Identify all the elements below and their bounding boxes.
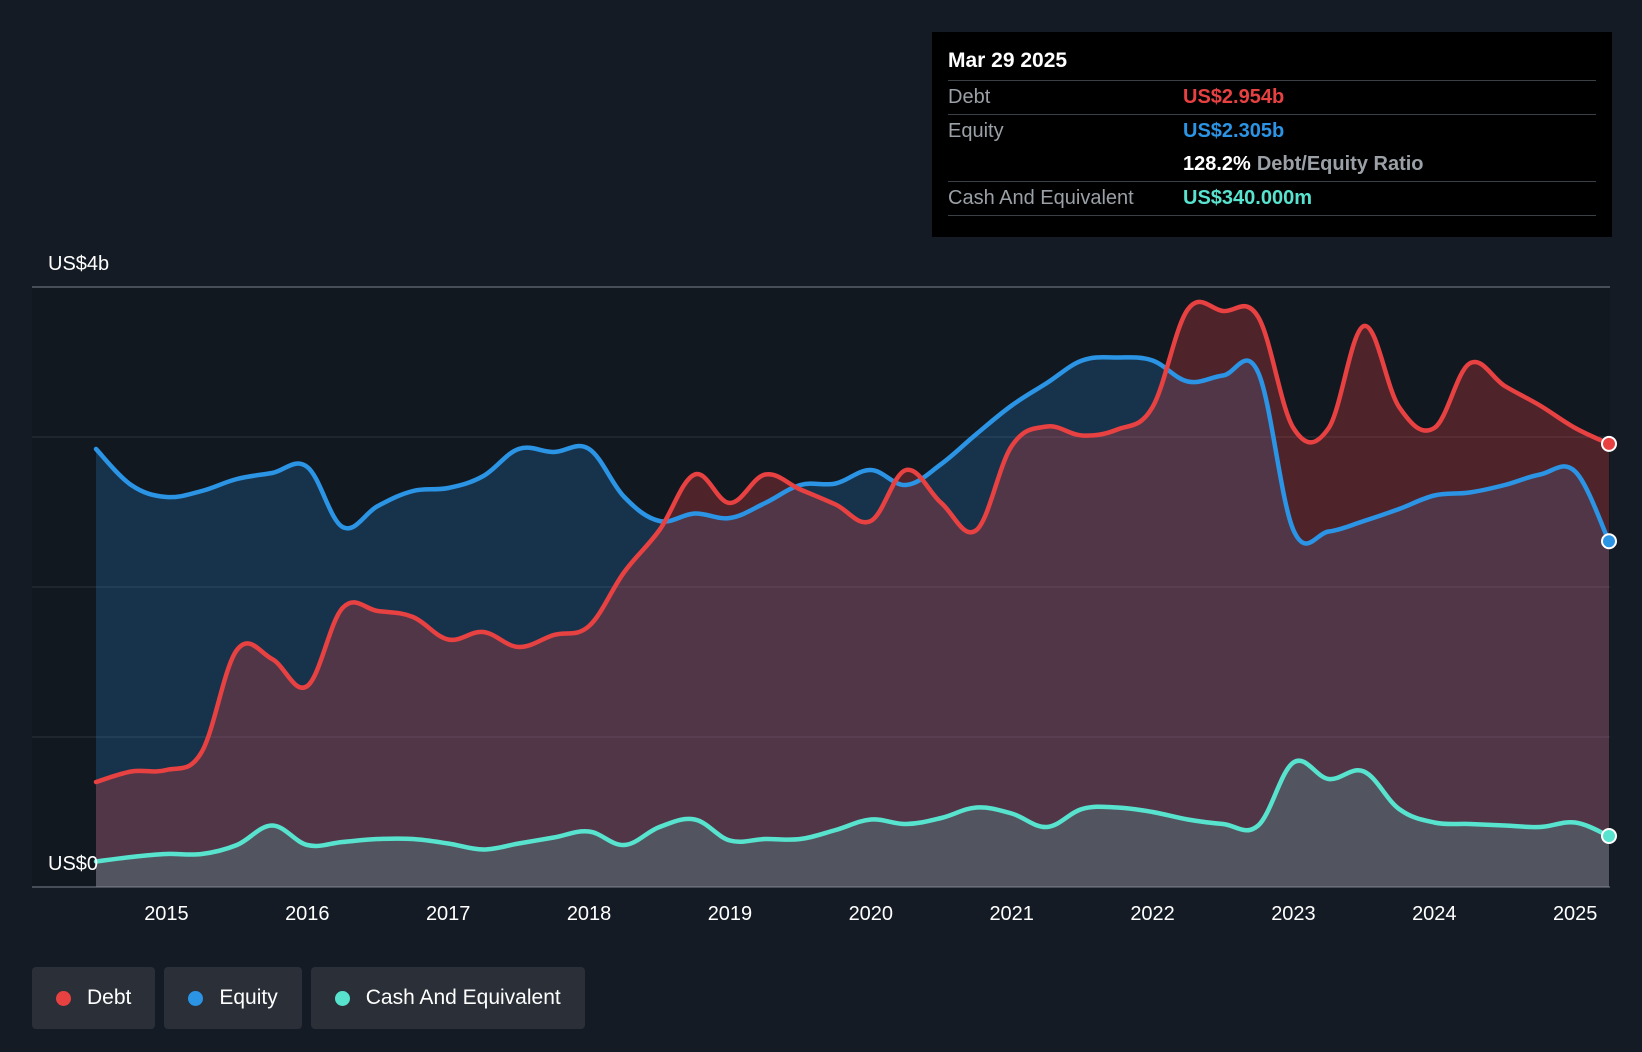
legend-debt-label: Debt (87, 986, 132, 1009)
x-tick-2016: 2016 (285, 903, 330, 925)
x-tick-2018: 2018 (567, 903, 612, 925)
tooltip-panel: Mar 29 2025 Debt US$2.954b Equity US$2.3… (932, 32, 1612, 237)
legend-cash-label: Cash And Equivalent (365, 986, 561, 1009)
tooltip-cash-label: Cash And Equivalent (948, 187, 1134, 209)
tooltip-debt-value: US$2.954b (1183, 86, 1285, 108)
debt-line (93, 299, 1612, 785)
x-tick-2017: 2017 (426, 903, 471, 925)
tooltip-equity-row: Equity US$2.305b (948, 114, 1596, 148)
series-lines (93, 299, 1612, 864)
tooltip-debt-row: Debt US$2.954b (948, 80, 1596, 114)
equity-area (96, 357, 1609, 887)
debt-area (96, 301, 1609, 887)
cash-dot-icon (334, 990, 350, 1006)
x-tick-2024: 2024 (1412, 903, 1457, 925)
y-axis-top-label: US$4b (48, 253, 109, 275)
y-axis-bottom-label: US$0 (48, 853, 98, 875)
tooltip-date: Mar 29 2025 (948, 49, 1068, 72)
tooltip-equity-label: Equity (948, 120, 1004, 142)
equity-end-marker (1601, 533, 1617, 550)
equity-dot-icon (188, 990, 204, 1006)
tooltip-ratio-value: 128.2% (1183, 153, 1251, 175)
x-tick-2015: 2015 (144, 903, 189, 925)
x-axis-ticks: 2015 2016 2017 2018 2019 2020 2021 2022 2023 2024… (144, 903, 1597, 925)
x-tick-2022: 2022 (1130, 903, 1175, 925)
x-tick-2019: 2019 (708, 903, 753, 925)
legend-equity-label: Equity (219, 986, 278, 1009)
legend-item-debt[interactable]: Debt (32, 967, 156, 1029)
debt-end-marker (1601, 435, 1617, 452)
tooltip-cash-value: US$340.000m (1183, 187, 1312, 209)
series-areas (96, 301, 1609, 887)
legend-item-cash[interactable]: Cash And Equivalent (310, 967, 585, 1029)
x-tick-2025: 2025 (1553, 903, 1598, 925)
cash-and-equivalent-line (93, 758, 1612, 864)
x-tick-2020: 2020 (849, 903, 894, 925)
cash-and-equivalent-area (96, 760, 1609, 887)
debt-dot-icon (56, 990, 71, 1006)
tooltip-equity-value: US$2.305b (1183, 120, 1285, 142)
x-tick-2021: 2021 (989, 903, 1034, 925)
legend: Debt Equity Cash And Equivalent (32, 967, 585, 1029)
end-markers (1601, 435, 1617, 844)
x-tick-2023: 2023 (1271, 903, 1316, 925)
tooltip-cash-row: Cash And Equivalent US$340.000m (948, 181, 1596, 216)
cash-and-equivalent-end-marker (1601, 828, 1617, 844)
tooltip-debt-label: Debt (948, 86, 991, 108)
legend-item-equity[interactable]: Equity (164, 967, 302, 1029)
gridlines (32, 286, 1610, 888)
equity-line (93, 354, 1612, 546)
tooltip-ratio-row: 128.2% Debt/Equity Ratio (948, 148, 1596, 181)
tooltip-ratio-label: Debt/Equity Ratio (1256, 153, 1424, 175)
